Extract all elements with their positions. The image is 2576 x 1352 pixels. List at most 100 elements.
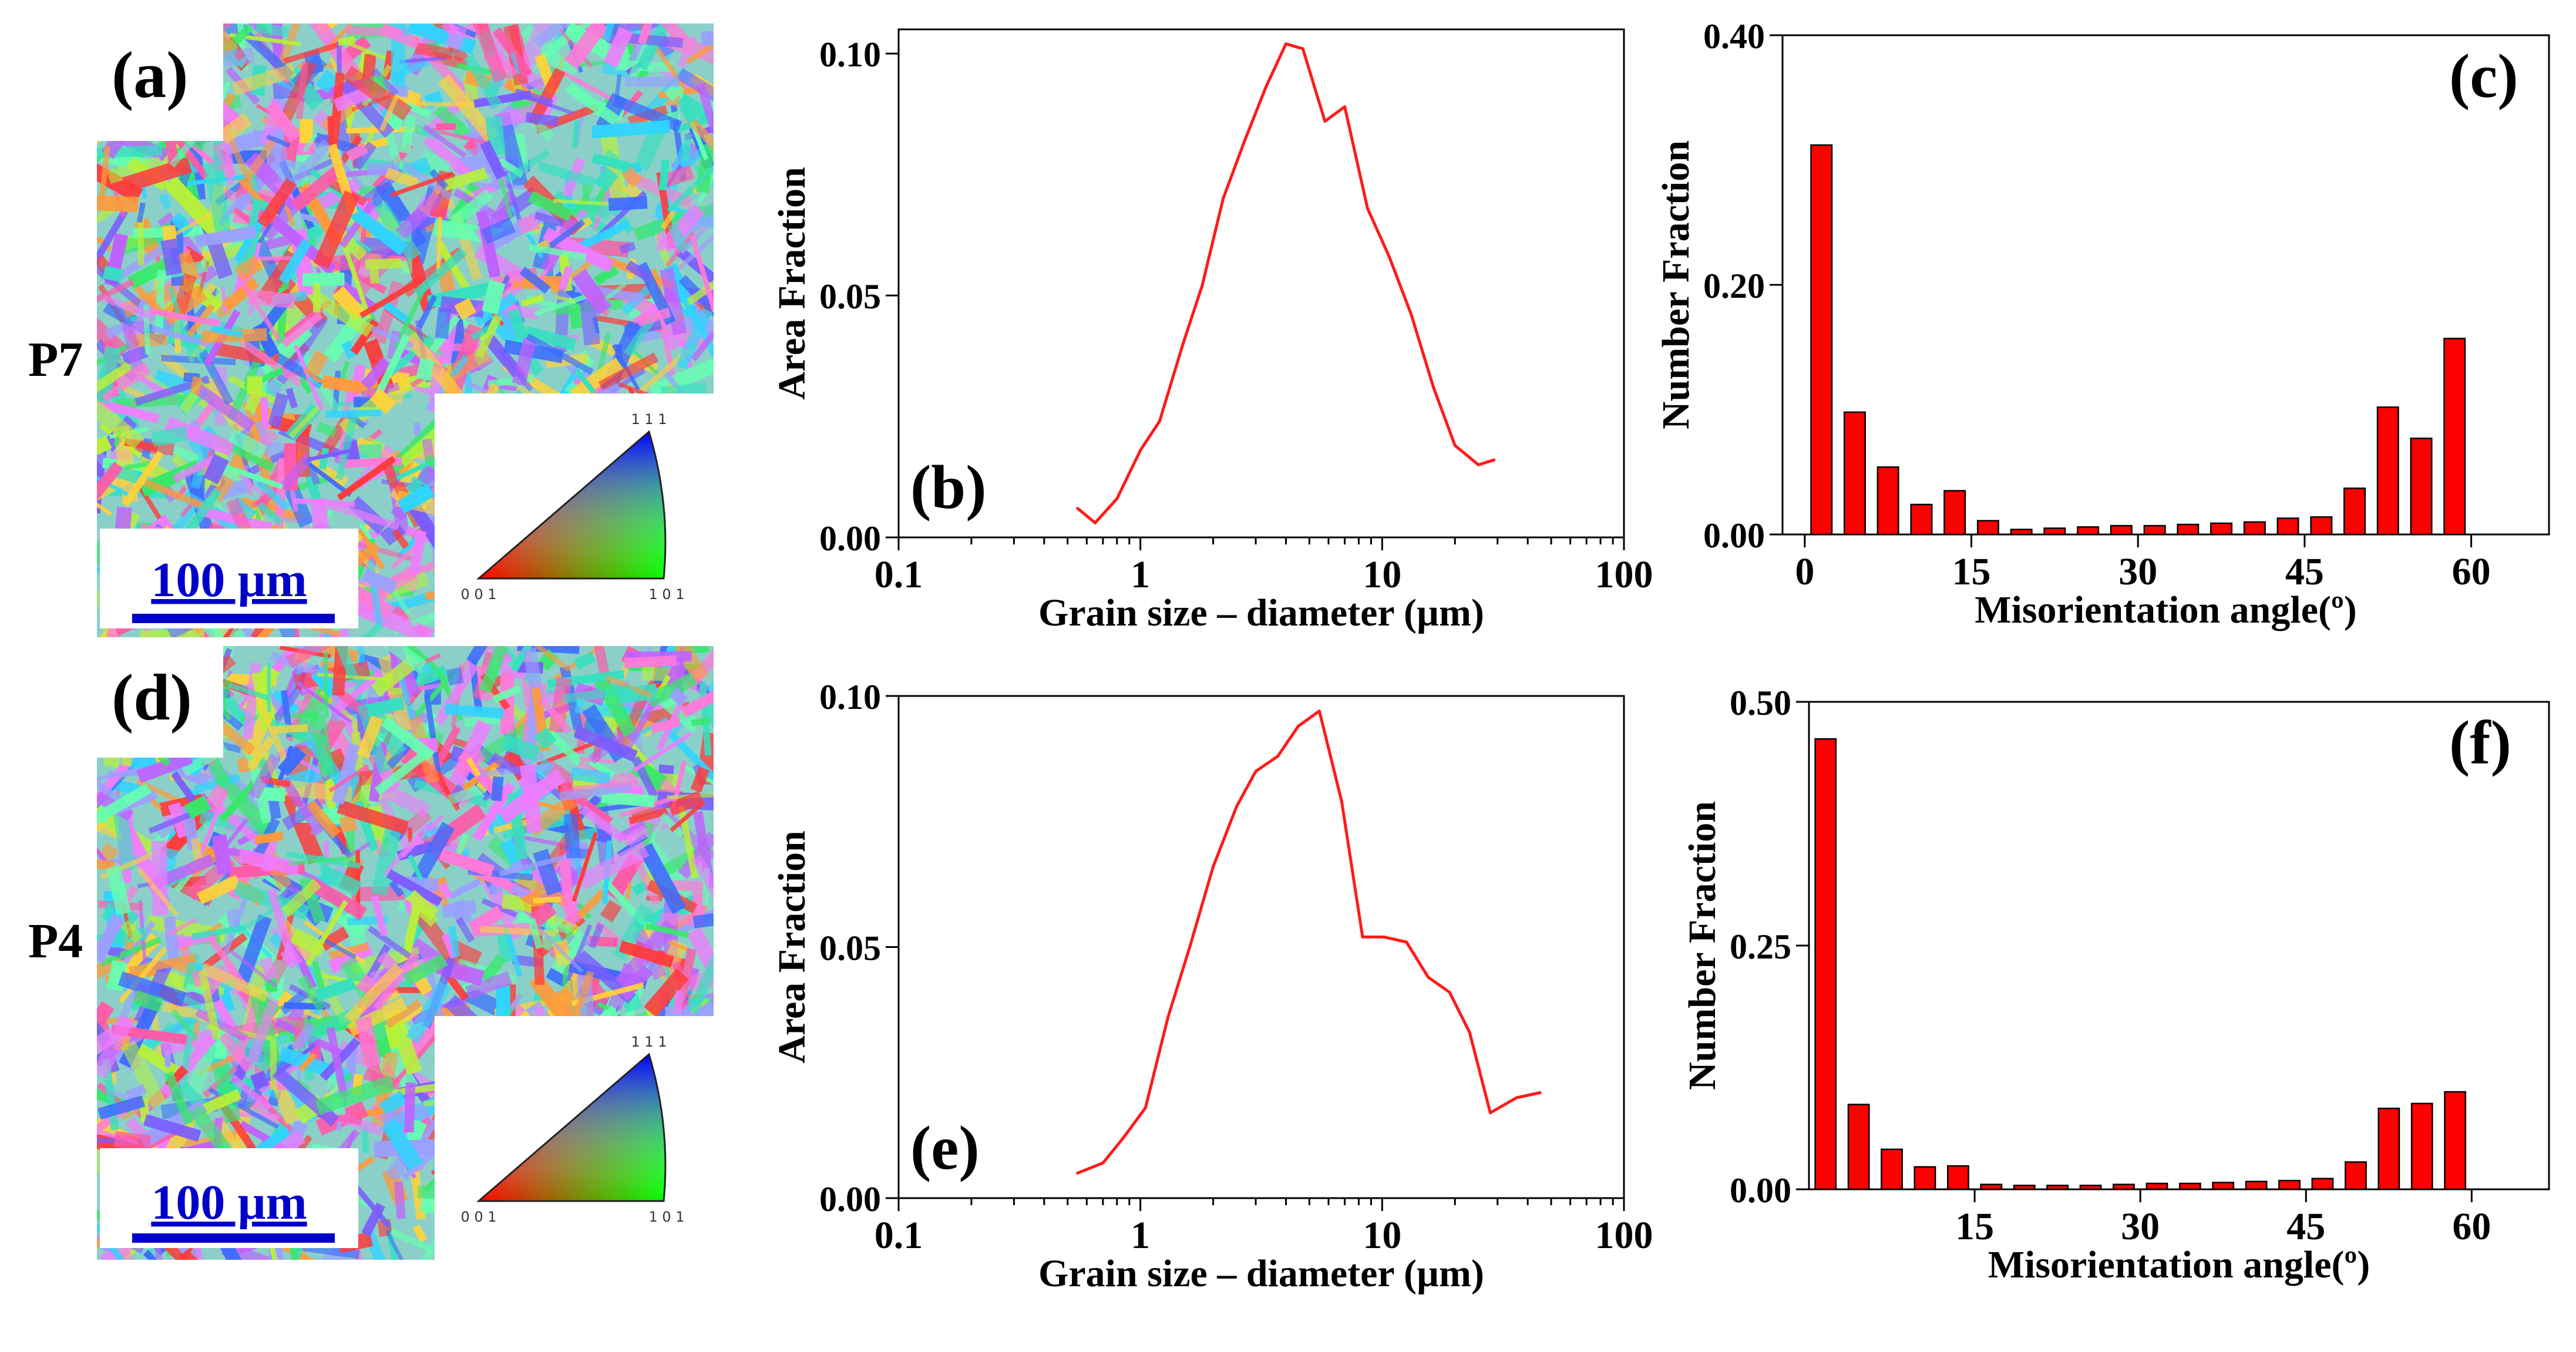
data-point xyxy=(1264,86,1267,89)
bar xyxy=(2010,529,2033,536)
data-point xyxy=(1477,463,1480,466)
ipf-label-111-a: 1 1 1 xyxy=(631,411,667,428)
data-point xyxy=(1340,800,1343,803)
data-point xyxy=(1158,419,1161,423)
data-point xyxy=(1317,709,1321,713)
bar xyxy=(2410,438,2433,536)
ebsd-map-a: (a) P7 100 µm 1 1 1 0 0 1 1 0 1 xyxy=(28,23,714,637)
data-point xyxy=(1101,1161,1105,1165)
plot-frame xyxy=(1781,34,2550,536)
data-point xyxy=(1297,724,1300,728)
bar xyxy=(2243,521,2266,536)
data-point xyxy=(1139,449,1142,452)
y-axis-label: Area Fraction xyxy=(771,167,813,399)
bar xyxy=(2345,1161,2367,1190)
data-point xyxy=(1383,935,1386,939)
row-label-p4: P4 xyxy=(28,914,83,968)
x-tick-label: 45 xyxy=(2285,550,2324,593)
x-tick-label: 100 xyxy=(1595,1214,1653,1257)
panel-label-c: (c) xyxy=(2449,42,2518,110)
y-tick-label: 0.00 xyxy=(819,1180,881,1219)
x-tick-label: 10 xyxy=(1363,553,1401,596)
bar xyxy=(2410,1102,2433,1190)
y-tick-label: 0.00 xyxy=(1730,1171,1791,1210)
panel-label-b: (b) xyxy=(910,453,987,522)
plot-frame xyxy=(897,28,1625,539)
data-point xyxy=(1115,497,1119,500)
series-line xyxy=(1077,709,1541,1175)
chart-f-misorientation: 15 30 45 60 0.00 0.25 0.50 Misorientation angle… xyxy=(1681,684,2550,1286)
ipf-legend-a: 1 1 1 0 0 1 1 0 1 xyxy=(436,395,714,637)
bar xyxy=(2376,406,2399,536)
x-axis-label: Grain size – diameter (µm) xyxy=(1038,1252,1484,1295)
ipf-label-111-d: 1 1 1 xyxy=(631,1034,667,1050)
data-point xyxy=(1200,284,1204,288)
bar xyxy=(2377,1107,2400,1190)
x-tick-label: 0 xyxy=(1795,550,1814,593)
data-point xyxy=(1361,935,1364,939)
data-point xyxy=(1343,105,1347,109)
data-point xyxy=(1410,313,1413,317)
data-point xyxy=(1301,47,1304,51)
bar xyxy=(2278,1179,2301,1190)
bar xyxy=(2110,524,2133,536)
data-point xyxy=(1492,458,1496,462)
y-tick-label: 0.40 xyxy=(1703,17,1765,56)
data-point xyxy=(1243,139,1246,142)
bar xyxy=(1810,144,1833,536)
x-tick-label: 15 xyxy=(1955,1205,1994,1248)
y-tick-label: 0.00 xyxy=(1703,516,1765,555)
data-point xyxy=(1276,755,1280,758)
y-tick-label: 0.10 xyxy=(819,678,881,717)
bar xyxy=(2444,1091,2467,1190)
scale-bar-box-a xyxy=(100,529,358,628)
panel-label-d: (d) xyxy=(112,661,192,734)
data-point xyxy=(1254,769,1257,773)
x-tick-label: 60 xyxy=(2452,1205,2491,1248)
bar xyxy=(2046,1185,2069,1190)
data-point xyxy=(1076,1171,1080,1175)
bar xyxy=(2043,527,2066,536)
plot-frame xyxy=(1808,701,2550,1190)
chart-e-grain-size: 0.1 1 10 100 0.00 0.05 0.10 Grain size – diamet… xyxy=(771,678,1653,1295)
data-point xyxy=(1235,805,1238,808)
x-tick-label: 60 xyxy=(2452,550,2491,593)
data-point xyxy=(1323,120,1327,123)
bar xyxy=(2210,522,2233,536)
data-point xyxy=(1094,521,1097,524)
bar xyxy=(1913,1166,1936,1190)
bar xyxy=(2178,1182,2201,1190)
y-tick-label: 0.20 xyxy=(1703,267,1765,305)
bar xyxy=(1843,411,1866,536)
data-point xyxy=(1448,991,1451,994)
data-point xyxy=(1284,42,1287,46)
row-label-p7: P7 xyxy=(28,332,83,387)
data-point xyxy=(1222,197,1225,200)
panel-label-a: (a) xyxy=(112,39,189,112)
y-axis-label: Area Fraction xyxy=(771,830,813,1063)
bar xyxy=(2276,517,2299,536)
ipf-label-001-a: 0 0 1 xyxy=(460,586,496,603)
ipf-label-001-d: 0 0 1 xyxy=(460,1209,496,1225)
x-tick-label: 45 xyxy=(2286,1205,2325,1248)
panel-label-e: (e) xyxy=(910,1114,980,1182)
y-tick-label: 0.50 xyxy=(1730,684,1791,722)
data-point xyxy=(1488,1111,1492,1115)
bar xyxy=(1881,1148,1903,1190)
data-point xyxy=(1076,507,1080,510)
bar xyxy=(1910,503,1933,536)
data-point xyxy=(1405,940,1408,944)
y-tick-label: 0.25 xyxy=(1730,927,1791,966)
ipf-label-101-a: 1 0 1 xyxy=(648,586,684,603)
bar xyxy=(1876,466,1899,536)
bar xyxy=(1847,1104,1870,1190)
bar xyxy=(2311,1178,2334,1190)
y-axis-label: Number Fraction xyxy=(1681,801,1724,1090)
bar xyxy=(2077,526,2100,536)
x-tick-label: 0.1 xyxy=(875,1214,923,1257)
bar xyxy=(1814,738,1837,1190)
bar xyxy=(2310,516,2333,536)
bar xyxy=(1947,1165,1969,1190)
bar xyxy=(2013,1185,2036,1190)
data-point xyxy=(1366,207,1369,210)
